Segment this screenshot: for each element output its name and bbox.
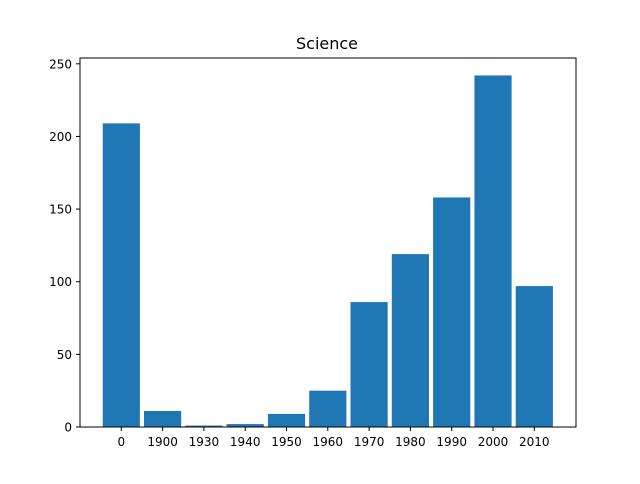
bar-1990 (433, 197, 471, 427)
plot-frame (79, 57, 577, 428)
bar-0 (102, 123, 140, 428)
bar-1900 (144, 411, 182, 427)
x-tick-label: 1900 (147, 435, 178, 449)
bar-1940 (226, 424, 264, 427)
x-tick-label: 1950 (271, 435, 302, 449)
x-tick-label: 2000 (478, 435, 509, 449)
x-tick-label: 1960 (313, 435, 344, 449)
y-tick-label: 0 (64, 421, 72, 435)
x-tick-label: 0 (117, 435, 125, 449)
y-tick-label: 150 (49, 203, 72, 217)
bars-group (102, 75, 553, 428)
x-tick-label: 1930 (189, 435, 220, 449)
x-tick-label: 1980 (395, 435, 426, 449)
y-tick-label: 100 (49, 275, 72, 289)
x-tick-label: 2010 (519, 435, 550, 449)
y-tick-label: 200 (49, 130, 72, 144)
bar-1960 (309, 390, 347, 427)
chart-title: Science (296, 34, 358, 53)
bar-2010 (515, 286, 553, 427)
x-tick-label: 1990 (436, 435, 467, 449)
y-tick-label: 50 (57, 348, 72, 362)
bar-1930 (185, 425, 223, 427)
bar-2000 (474, 75, 512, 428)
y-tick-label: 250 (49, 57, 72, 71)
x-tick-label: 1940 (230, 435, 261, 449)
bar-1970 (350, 302, 388, 427)
bar-1980 (391, 254, 429, 427)
bar-1950 (267, 413, 306, 427)
x-tick-label: 1970 (354, 435, 385, 449)
x-axis: 0 1900 1930 1940 1950 1960 1970 1980 1990 2000 201… (117, 427, 550, 449)
y-axis: 0 50 100 150 200 250 (49, 57, 80, 435)
